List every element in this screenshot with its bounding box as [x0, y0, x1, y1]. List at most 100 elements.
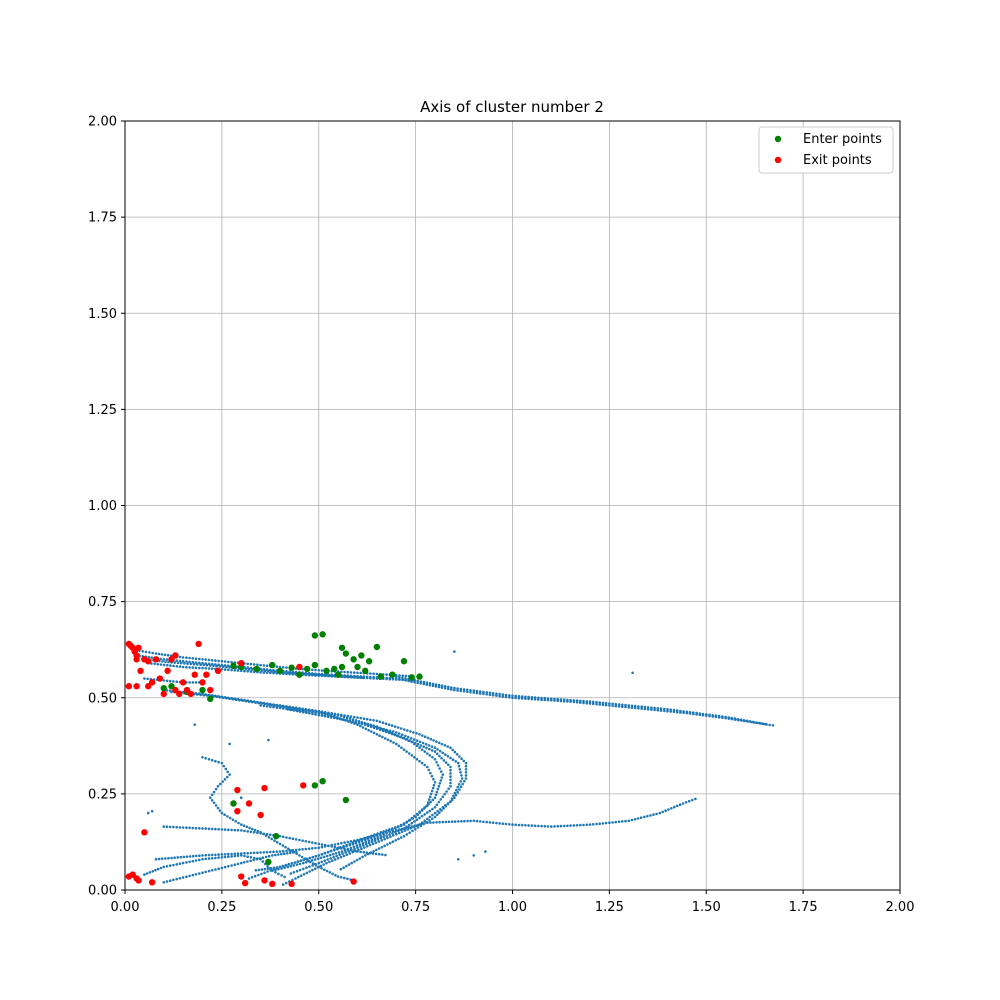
trajectory-point	[234, 698, 238, 701]
trajectory-point	[336, 857, 340, 860]
trajectory-point	[411, 817, 415, 820]
trajectory-point	[447, 820, 451, 824]
trajectory-point	[148, 871, 152, 874]
trajectory-point	[419, 744, 423, 747]
trajectory-point	[243, 861, 246, 864]
trajectory-point	[199, 693, 202, 697]
x-tick-label: 1.25	[595, 900, 624, 915]
trajectory-point	[308, 712, 311, 715]
trajectory-point	[167, 856, 170, 860]
trajectory-point	[212, 790, 216, 794]
trajectory-point	[201, 658, 204, 661]
trajectory-point	[415, 732, 418, 735]
trajectory-point	[183, 662, 186, 665]
trajectory-point	[379, 836, 383, 840]
trajectory-point	[163, 653, 167, 657]
trajectory-point	[236, 669, 240, 672]
legend-label-exit: Exit points	[803, 153, 872, 168]
trajectory-point	[265, 705, 269, 708]
trajectory-point	[147, 655, 150, 659]
trajectory-point	[252, 831, 256, 834]
trajectory-point	[395, 829, 398, 832]
trajectory-point	[382, 830, 386, 833]
trajectory-point	[204, 658, 207, 661]
trajectory-point	[175, 825, 178, 829]
trajectory-point	[178, 665, 182, 668]
trajectory-point	[281, 835, 285, 839]
trajectory-point	[185, 826, 188, 829]
trajectory-point	[198, 854, 201, 857]
trajectory-point	[204, 827, 207, 830]
trajectory-point	[472, 819, 476, 823]
trajectory-point	[189, 662, 193, 666]
trajectory-point	[444, 805, 448, 808]
trajectory-point	[511, 694, 514, 698]
trajectory-point	[210, 857, 214, 860]
trajectory-point	[257, 701, 261, 705]
trajectory-point	[349, 715, 353, 718]
trajectory-point	[524, 824, 527, 827]
trajectory-point	[650, 708, 653, 711]
trajectory-point	[370, 838, 374, 841]
enter-point	[373, 643, 381, 651]
trajectory-point	[412, 731, 415, 734]
trajectory-point	[311, 712, 314, 716]
trajectory-point	[569, 698, 572, 702]
trajectory-point	[537, 824, 540, 828]
trajectory-point	[261, 860, 265, 863]
trajectory-point	[351, 841, 355, 844]
trajectory-point	[449, 756, 452, 760]
trajectory-point	[204, 667, 207, 670]
trajectory-point	[175, 863, 178, 866]
trajectory-point	[283, 875, 286, 879]
trajectory-point	[322, 863, 326, 866]
trajectory-point	[207, 658, 211, 662]
trajectory-point	[247, 700, 251, 703]
trajectory-point	[459, 687, 463, 691]
trajectory-point	[325, 869, 329, 873]
trajectory-point	[348, 852, 352, 855]
trajectory-point	[429, 800, 433, 804]
trajectory-point	[633, 818, 637, 821]
trajectory-point	[302, 867, 305, 871]
trajectory-point	[346, 675, 350, 679]
trajectory-point	[231, 697, 235, 701]
trajectory-point	[285, 849, 288, 853]
enter-point	[331, 665, 338, 673]
trajectory-point	[416, 813, 420, 817]
trajectory-point	[432, 739, 435, 742]
trajectory-point	[437, 683, 441, 687]
trajectory-point	[630, 706, 634, 709]
trajectory-point	[431, 813, 434, 817]
trajectory-point	[172, 664, 175, 668]
trajectory-point	[404, 674, 408, 678]
trajectory-point	[464, 777, 468, 780]
trajectory-point	[299, 874, 303, 877]
trajectory-point	[413, 820, 416, 823]
trajectory-point	[614, 820, 618, 824]
trajectory-point	[328, 871, 332, 874]
trajectory-point	[453, 791, 457, 795]
trajectory-point	[405, 820, 409, 824]
trajectory-point	[364, 836, 367, 840]
trajectory-point	[260, 669, 264, 672]
trajectory-point	[159, 663, 163, 666]
trajectory-point	[249, 670, 253, 673]
trajectory-point	[407, 752, 411, 755]
trajectory-point	[637, 705, 640, 708]
trajectory-point	[694, 797, 697, 801]
trajectory-point	[274, 871, 277, 874]
trajectory-point	[617, 820, 621, 824]
trajectory-point	[240, 852, 243, 855]
trajectory-point	[175, 680, 178, 683]
trajectory-point	[236, 854, 240, 857]
trajectory-point	[277, 853, 280, 856]
trajectory-point	[168, 879, 172, 882]
y-tick-label: 0.25	[88, 787, 117, 802]
trajectory-point	[621, 820, 624, 823]
trajectory-point	[172, 863, 175, 867]
trajectory-point	[721, 715, 724, 718]
trajectory-point	[302, 873, 306, 876]
trajectory-point	[357, 721, 361, 725]
trajectory-point	[643, 705, 647, 709]
